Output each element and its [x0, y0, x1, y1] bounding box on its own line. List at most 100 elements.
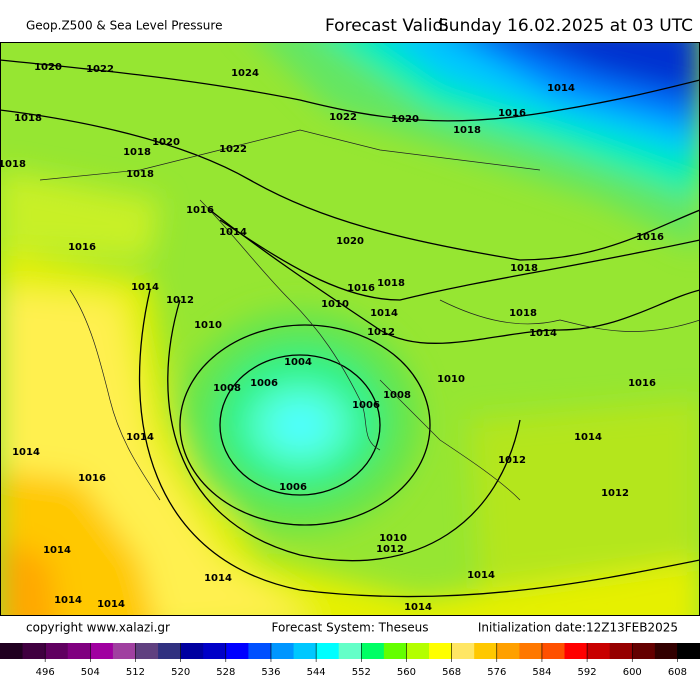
isobar-label: 1014: [467, 570, 495, 581]
colorbar-label: 576: [487, 667, 506, 678]
colorbar-swatch: [67, 643, 91, 659]
isobar-label: 1020: [336, 236, 364, 247]
isobar-label: 1010: [379, 533, 407, 544]
init-date: Initialization date:12Z13FEB2025: [478, 621, 678, 635]
colorbar-label: 584: [532, 667, 551, 678]
isobar-label: 1022: [219, 144, 247, 155]
isobar-label: 1012: [166, 295, 194, 306]
colorbar-swatch: [451, 643, 475, 659]
isobar-label: 1006: [279, 482, 307, 493]
isobar-label: 1012: [376, 544, 404, 555]
colorbar-swatch: [203, 643, 227, 659]
isobar-label: 1012: [601, 488, 629, 499]
colorbar-swatch: [654, 643, 678, 659]
forecast-system: Forecast System: Theseus: [271, 621, 428, 635]
colorbar-swatch: [632, 643, 656, 659]
isobar-label: 1014: [12, 447, 40, 458]
isobar-label: 1018: [453, 125, 481, 136]
isobar-label: 1016: [78, 473, 106, 484]
colorbar-swatch: [158, 643, 182, 659]
colorbar-swatch: [474, 643, 498, 659]
isobar-label: 1012: [367, 327, 395, 338]
map-field: [0, 42, 700, 616]
colorbar-swatch: [406, 643, 430, 659]
isobar-label: 1020: [391, 114, 419, 125]
colorbar-label: 504: [81, 667, 100, 678]
isobar-label: 1018: [14, 113, 42, 124]
colorbar-swatch: [361, 643, 385, 659]
isobar-label: 1014: [126, 432, 154, 443]
colorbar-label: 528: [216, 667, 235, 678]
colorbar-swatch: [0, 643, 24, 659]
isobar-label: 1014: [204, 573, 232, 584]
isobar-label: 1014: [219, 227, 247, 238]
colorbar-swatch: [225, 643, 249, 659]
isobar-label: 1020: [34, 62, 62, 73]
isobar-label: 1014: [574, 432, 602, 443]
colorbar-swatch: [248, 643, 272, 659]
colorbar-swatch: [90, 643, 114, 659]
colorbar-label: 536: [261, 667, 280, 678]
colorbar-label: 608: [668, 667, 687, 678]
valid-time: Sunday 16.02.2025 at 03 UTC: [438, 16, 693, 36]
isobar-labels: 1020 1022 10241018101810181020102210181016…: [0, 62, 664, 613]
colorbar-label: 568: [442, 667, 461, 678]
colorbar-swatch: [587, 643, 611, 659]
copyright: copyright www.xalazi.gr: [26, 621, 170, 635]
isobar-label: 1010: [437, 374, 465, 385]
colorbar-swatch: [519, 643, 543, 659]
colorbar-swatch: [677, 643, 700, 659]
isobar-label: 1024: [231, 68, 259, 79]
isobar-label: 1014: [54, 595, 82, 606]
colorbar-swatch: [135, 643, 159, 659]
isobar-label: 1016: [186, 205, 214, 216]
colorbar-label: 544: [307, 667, 326, 678]
colorbar: 496 504 512 520 528 536 544 552 560 568 576 584 592 6…: [0, 643, 700, 678]
isobar-label: 1016: [628, 378, 656, 389]
colorbar-label: 552: [352, 667, 371, 678]
isobar-label: 1014: [370, 308, 398, 319]
isobar-label: 1016: [347, 283, 375, 294]
isobar-label: 1014: [43, 545, 71, 556]
isobar-label: 1018: [123, 147, 151, 158]
isobar-label: 1014: [529, 328, 557, 339]
colorbar-swatch: [112, 643, 136, 659]
colorbar-swatch: [316, 643, 340, 659]
isobar-label: 1018: [377, 278, 405, 289]
valid-label: Forecast Valid:: [325, 16, 449, 36]
isobar-label: 1016: [636, 232, 664, 243]
colorbar-swatch: [270, 643, 295, 659]
colorbar-swatch: [541, 643, 566, 659]
colorbar-swatch: [180, 643, 204, 659]
colorbar-swatch: [338, 643, 362, 659]
isobar-label: 1006: [352, 400, 380, 411]
colorbar-label: 512: [126, 667, 145, 678]
isobar-label: 1018: [509, 308, 537, 319]
colorbar-swatch: [383, 643, 407, 659]
isobar-label: 1010: [194, 320, 222, 331]
colorbar-label: 592: [578, 667, 597, 678]
isobar-label: 1022: [329, 112, 357, 123]
isobar-label: 1012: [498, 455, 526, 466]
isobar-label: 1014: [131, 282, 159, 293]
isobar-label: 1022: [86, 64, 114, 75]
colorbar-label: 520: [171, 667, 190, 678]
isobar-label: 1018: [510, 263, 538, 274]
colorbar-label: 560: [397, 667, 416, 678]
isobar-label: 1014: [547, 83, 575, 94]
isobar-label: 1016: [68, 242, 96, 253]
colorbar-swatch: [609, 643, 633, 659]
isobar-label: 1018: [126, 169, 154, 180]
isobar-label: 1010: [321, 299, 349, 310]
map-title: Geop.Z500 & Sea Level Pressure: [26, 19, 222, 33]
isobar-label: 1018: [0, 159, 26, 170]
isobar-label: 1006: [250, 378, 278, 389]
isobar-label: 1016: [498, 108, 526, 119]
isobar-label: 1014: [97, 599, 125, 610]
isobar-label: 1008: [213, 383, 241, 394]
colorbar-swatch: [564, 643, 588, 659]
colorbar-swatch: [45, 643, 69, 659]
isobar-label: 1008: [383, 390, 411, 401]
colorbar-swatch: [429, 643, 453, 659]
